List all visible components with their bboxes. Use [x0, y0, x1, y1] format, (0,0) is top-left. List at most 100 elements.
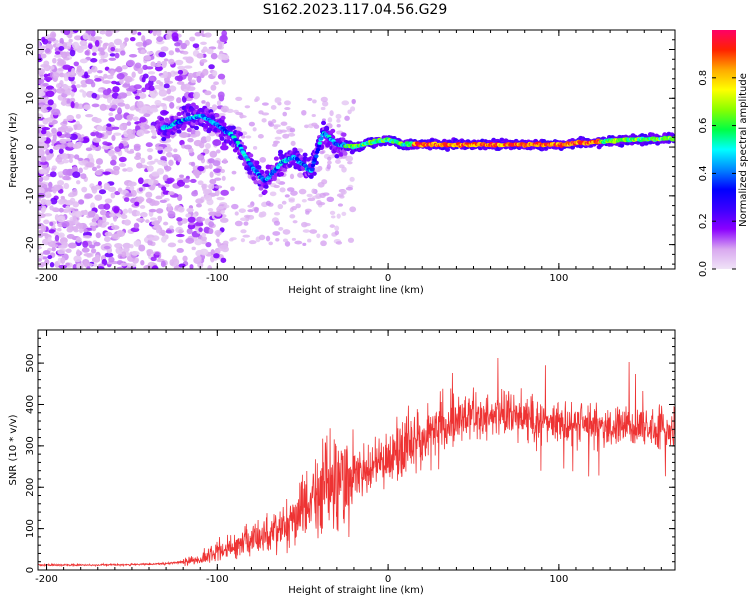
- x-tick-label: -100: [206, 574, 229, 585]
- heatmap-cell: [138, 244, 146, 252]
- snr-series-line: [38, 357, 675, 568]
- heatmap-cell: [238, 208, 246, 213]
- heatmap-cell: [289, 214, 296, 219]
- heatmap-cell: [220, 144, 229, 151]
- heatmap-cell: [208, 221, 215, 228]
- heatmap-cell: [308, 174, 314, 179]
- heatmap-cell: [97, 88, 103, 93]
- heatmap-cell: [62, 64, 71, 70]
- heatmap-cell: [193, 104, 199, 110]
- heatmap-cell: [253, 207, 259, 213]
- heatmap-cell: [161, 186, 167, 192]
- heatmap-cell: [118, 92, 128, 99]
- heatmap-cell: [94, 77, 102, 82]
- heatmap-cell: [274, 136, 282, 140]
- heatmap-cell: [342, 151, 348, 156]
- heatmap-cell: [322, 100, 329, 107]
- heatmap-cell: [147, 155, 153, 161]
- heatmap-cell: [242, 161, 248, 167]
- heatmap-cell: [67, 220, 74, 228]
- heatmap-cell: [284, 107, 291, 111]
- heatmap-cell: [262, 189, 268, 194]
- heatmap-cell: [62, 168, 70, 176]
- snr-background: [38, 330, 675, 570]
- heatmap-cell: [62, 120, 68, 125]
- heatmap-cell: [136, 210, 141, 216]
- heatmap-cell: [122, 123, 128, 131]
- heatmap-cell: [53, 231, 60, 236]
- heatmap-cell: [96, 266, 105, 269]
- heatmap-cell: [70, 80, 76, 85]
- heatmap-cell: [91, 103, 100, 108]
- heatmap-cell: [114, 113, 123, 121]
- heatmap-cell: [66, 227, 74, 233]
- x-tick-label: 0: [385, 574, 391, 585]
- heatmap-cell: [114, 52, 120, 59]
- heatmap-cell: [68, 38, 73, 43]
- heatmap-cell: [38, 50, 43, 55]
- heatmap-cell: [66, 91, 71, 96]
- heatmap-cell: [277, 203, 284, 210]
- heatmap-cell: [347, 109, 352, 115]
- heatmap-cell: [295, 203, 301, 209]
- heatmap-cell: [173, 148, 178, 153]
- heatmap-cell: [240, 238, 246, 243]
- heatmap-cell: [46, 106, 53, 111]
- heatmap-cell: [82, 235, 92, 239]
- heatmap-cell: [134, 62, 142, 69]
- heatmap-cell: [335, 113, 342, 120]
- heatmap-cell: [245, 135, 252, 139]
- heatmap-cell: [219, 244, 229, 249]
- heatmap-cell: [142, 40, 147, 48]
- heatmap-cell: [210, 52, 218, 60]
- heatmap-cell: [252, 145, 258, 150]
- heatmap-cell: [72, 171, 81, 179]
- heatmap-cell: [220, 115, 226, 121]
- heatmap-cell: [111, 134, 116, 142]
- heatmap-cell: [90, 58, 98, 63]
- heatmap-cell: [38, 53, 42, 59]
- heatmap-cell: [210, 84, 217, 91]
- heatmap-cell: [112, 126, 120, 130]
- heatmap-cell: [205, 242, 212, 248]
- heatmap-cell: [158, 51, 167, 58]
- heatmap-cell: [247, 170, 253, 175]
- heatmap-cell: [117, 102, 126, 107]
- heatmap-cell: [136, 162, 143, 169]
- heatmap-x-axis-label: Height of straight line (km): [288, 285, 424, 296]
- heatmap-cell: [94, 39, 100, 47]
- heatmap-cell: [253, 179, 259, 185]
- heatmap-cell: [103, 203, 111, 210]
- heatmap-cell: [112, 165, 121, 171]
- heatmap-cell: [226, 108, 234, 113]
- colorbar: 0.0 0.2 0.4 0.6 0.8 Normalized spectral ampl…: [698, 30, 749, 277]
- heatmap-cell: [315, 148, 321, 152]
- heatmap-cell: [38, 153, 44, 158]
- heatmap-cell: [150, 92, 157, 99]
- heatmap-cell: [71, 84, 76, 89]
- heatmap-cell: [83, 104, 91, 111]
- heatmap-cell: [101, 145, 110, 150]
- heatmap-cell: [49, 262, 55, 268]
- heatmap-cell: [160, 260, 166, 268]
- heatmap-cell: [38, 187, 45, 194]
- heatmap-cell: [168, 50, 175, 56]
- heatmap-cell: [335, 159, 341, 164]
- heatmap-cell: [222, 240, 229, 245]
- heatmap-cell: [42, 82, 49, 87]
- heatmap-cell: [138, 177, 144, 185]
- heatmap-cell: [87, 210, 96, 218]
- heatmap-cell: [311, 188, 316, 194]
- heatmap-cell: [68, 158, 74, 164]
- heatmap-cell: [148, 125, 156, 130]
- heatmap-cell: [186, 228, 193, 235]
- heatmap-cell: [207, 207, 214, 212]
- heatmap-cell: [221, 175, 226, 181]
- colorbar-tick-label: 0.4: [698, 165, 709, 181]
- heatmap-cell: [178, 229, 183, 234]
- heatmap-cell: [240, 229, 247, 234]
- heatmap-cell: [193, 139, 203, 147]
- heatmap-cell: [192, 43, 200, 49]
- heatmap-cell: [99, 103, 107, 111]
- heatmap-cell: [52, 134, 57, 142]
